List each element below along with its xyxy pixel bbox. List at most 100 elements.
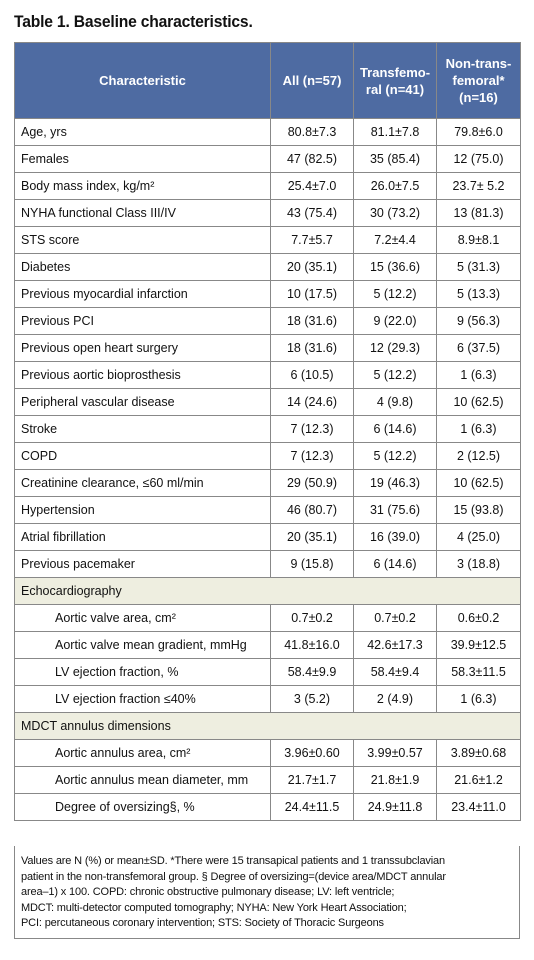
cell-non-transfemoral: 12 (75.0) bbox=[436, 145, 521, 173]
cell-transfemoral: 2 (4.9) bbox=[353, 685, 437, 713]
cell-all: 0.7±0.2 bbox=[270, 604, 354, 632]
table-row: Females 47 (82.5) 35 (85.4) 12 (75.0) bbox=[14, 145, 521, 173]
cell-all: 18 (31.6) bbox=[270, 334, 354, 362]
cell-non-transfemoral: 39.9±12.5 bbox=[436, 631, 521, 659]
table-row: LV ejection fraction ≤40% 3 (5.2) 2 (4.9) 1… bbox=[14, 685, 521, 713]
cell-non-transfemoral: 79.8±6.0 bbox=[436, 118, 521, 146]
row-label: Creatinine clearance, ≤60 ml/min bbox=[14, 469, 271, 497]
footnote-line: area–1) x 100. COPD: chronic obstructive… bbox=[21, 886, 395, 898]
cell-transfemoral: 5 (12.2) bbox=[353, 361, 437, 389]
cell-transfemoral: 30 (73.2) bbox=[353, 199, 437, 227]
row-label: Females bbox=[14, 145, 271, 173]
row-label: Aortic annulus area, cm² bbox=[14, 739, 271, 767]
cell-non-transfemoral: 10 (62.5) bbox=[436, 388, 521, 416]
table-row: Aortic valve mean gradient, mmHg 41.8±16.… bbox=[14, 631, 521, 659]
cell-all: 47 (82.5) bbox=[270, 145, 354, 173]
cell-non-transfemoral: 15 (93.8) bbox=[436, 496, 521, 524]
cell-all: 7 (12.3) bbox=[270, 442, 354, 470]
table-row: Previous aortic bioprosthesis 6 (10.5) 5 (… bbox=[14, 361, 521, 389]
cell-non-transfemoral: 23.7± 5.2 bbox=[436, 172, 521, 200]
cell-all: 10 (17.5) bbox=[270, 280, 354, 308]
footnote-line: MDCT: multi-detector computed tomography… bbox=[21, 901, 407, 914]
cell-transfemoral: 58.4±9.4 bbox=[353, 658, 437, 686]
cell-transfemoral: 5 (12.2) bbox=[353, 442, 437, 470]
table-row: Atrial fibrillation 20 (35.1) 16 (39.0) 4 (… bbox=[14, 523, 521, 551]
header-all: All (n=57) bbox=[270, 42, 354, 119]
table-row: Previous open heart surgery 18 (31.6) 12 (… bbox=[14, 334, 521, 362]
cell-all: 58.4±9.9 bbox=[270, 658, 354, 686]
table-body: Age, yrs 80.8±7.3 81.1±7.8 79.8±6.0 Females 4… bbox=[14, 118, 521, 821]
table-row: Aortic annulus mean diameter, mm 21.7±1.7… bbox=[14, 766, 521, 794]
cell-non-transfemoral: 5 (31.3) bbox=[436, 253, 521, 281]
cell-transfemoral: 5 (12.2) bbox=[353, 280, 437, 308]
cell-non-transfemoral: 6 (37.5) bbox=[436, 334, 521, 362]
cell-transfemoral: 24.9±11.8 bbox=[353, 793, 437, 821]
row-label: Degree of oversizing§, % bbox=[14, 793, 271, 821]
cell-non-transfemoral: 1 (6.3) bbox=[436, 361, 521, 389]
cell-all: 14 (24.6) bbox=[270, 388, 354, 416]
cell-non-transfemoral: 10 (62.5) bbox=[436, 469, 521, 497]
cell-transfemoral: 35 (85.4) bbox=[353, 145, 437, 173]
cell-transfemoral: 6 (14.6) bbox=[353, 415, 437, 443]
cell-non-transfemoral: 9 (56.3) bbox=[436, 307, 521, 335]
cell-transfemoral: 21.8±1.9 bbox=[353, 766, 437, 794]
cell-all: 18 (31.6) bbox=[270, 307, 354, 335]
row-label: COPD bbox=[14, 442, 271, 470]
cell-all: 3.96±0.60 bbox=[270, 739, 354, 767]
header-transfemoral: Transfemo-ral (n=41) bbox=[353, 42, 437, 119]
cell-non-transfemoral: 4 (25.0) bbox=[436, 523, 521, 551]
section-row: MDCT annulus dimensions bbox=[14, 712, 521, 740]
row-label: Previous aortic bioprosthesis bbox=[14, 361, 271, 389]
cell-non-transfemoral: 5 (13.3) bbox=[436, 280, 521, 308]
cell-all: 6 (10.5) bbox=[270, 361, 354, 389]
row-label: Atrial fibrillation bbox=[14, 523, 271, 551]
table-row: NYHA functional Class III/IV 43 (75.4) 30 … bbox=[14, 199, 521, 227]
cell-non-transfemoral: 1 (6.3) bbox=[436, 415, 521, 443]
cell-non-transfemoral: 3 (18.8) bbox=[436, 550, 521, 578]
table-title: Table 1. Baseline characteristics. bbox=[14, 12, 253, 31]
cell-all: 29 (50.9) bbox=[270, 469, 354, 497]
table-row: Previous PCI 18 (31.6) 9 (22.0) 9 (56.3) bbox=[14, 307, 521, 335]
cell-all: 46 (80.7) bbox=[270, 496, 354, 524]
table-row: Previous pacemaker 9 (15.8) 6 (14.6) 3 (18.… bbox=[14, 550, 521, 578]
cell-non-transfemoral: 58.3±11.5 bbox=[436, 658, 521, 686]
row-label: Previous pacemaker bbox=[14, 550, 271, 578]
row-label: Aortic valve mean gradient, mmHg bbox=[14, 631, 271, 659]
cell-non-transfemoral: 13 (81.3) bbox=[436, 199, 521, 227]
row-label: Previous myocardial infarction bbox=[14, 280, 271, 308]
cell-transfemoral: 3.99±0.57 bbox=[353, 739, 437, 767]
row-label: Body mass index, kg/m² bbox=[14, 172, 271, 200]
cell-transfemoral: 16 (39.0) bbox=[353, 523, 437, 551]
cell-non-transfemoral: 23.4±11.0 bbox=[436, 793, 521, 821]
section-row: Echocardiography bbox=[14, 577, 521, 605]
table-row: Previous myocardial infarction 10 (17.5) 5… bbox=[14, 280, 521, 308]
cell-transfemoral: 42.6±17.3 bbox=[353, 631, 437, 659]
cell-transfemoral: 0.7±0.2 bbox=[353, 604, 437, 632]
table-row: Degree of oversizing§, % 24.4±11.5 24.9±11… bbox=[14, 793, 521, 821]
table-row: STS score 7.7±5.7 7.2±4.4 8.9±8.1 bbox=[14, 226, 521, 254]
table-row: Age, yrs 80.8±7.3 81.1±7.8 79.8±6.0 bbox=[14, 118, 521, 146]
cell-non-transfemoral: 0.6±0.2 bbox=[436, 604, 521, 632]
cell-transfemoral: 4 (9.8) bbox=[353, 388, 437, 416]
footnote-line: PCI: percutaneous coronary intervention;… bbox=[21, 917, 384, 929]
table-row: Creatinine clearance, ≤60 ml/min 29 (50.9… bbox=[14, 469, 521, 497]
table-row: Hypertension 46 (80.7) 31 (75.6) 15 (93.8) bbox=[14, 496, 521, 524]
cell-all: 43 (75.4) bbox=[270, 199, 354, 227]
table-row: LV ejection fraction, % 58.4±9.9 58.4±9.4 5… bbox=[14, 658, 521, 686]
row-label: LV ejection fraction, % bbox=[14, 658, 271, 686]
cell-non-transfemoral: 8.9±8.1 bbox=[436, 226, 521, 254]
cell-transfemoral: 7.2±4.4 bbox=[353, 226, 437, 254]
table-row: Aortic annulus area, cm² 3.96±0.60 3.99±0.… bbox=[14, 739, 521, 767]
row-label: Aortic annulus mean diameter, mm bbox=[14, 766, 271, 794]
cell-transfemoral: 12 (29.3) bbox=[353, 334, 437, 362]
row-label: Previous PCI bbox=[14, 307, 271, 335]
cell-transfemoral: 9 (22.0) bbox=[353, 307, 437, 335]
header-non-transfemoral: Non-trans-femoral* (n=16) bbox=[436, 42, 521, 119]
cell-all: 80.8±7.3 bbox=[270, 118, 354, 146]
cell-transfemoral: 31 (75.6) bbox=[353, 496, 437, 524]
cell-all: 24.4±11.5 bbox=[270, 793, 354, 821]
row-label: Hypertension bbox=[14, 496, 271, 524]
baseline-table: Characteristic All (n=57) Transfemo-ral … bbox=[14, 42, 521, 821]
row-label: Aortic valve area, cm² bbox=[14, 604, 271, 632]
section-label: MDCT annulus dimensions bbox=[14, 712, 521, 740]
